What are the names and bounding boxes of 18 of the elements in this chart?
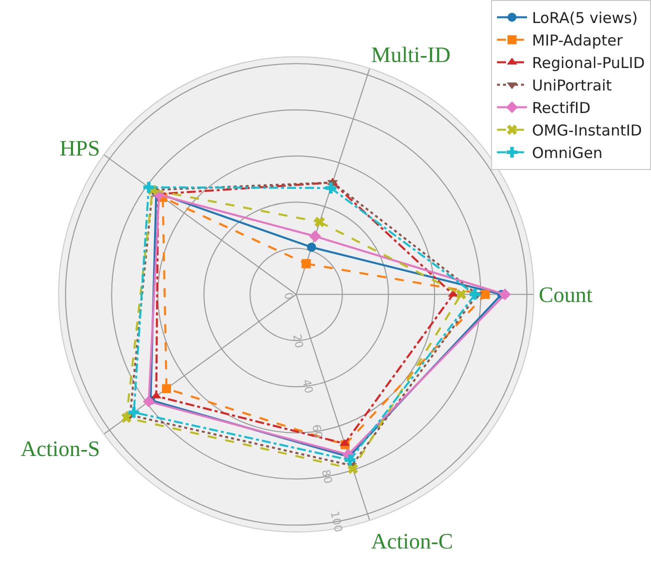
legend-label: OmniGen [532, 144, 602, 162]
y-tick-label: 100 [328, 510, 345, 534]
spoke-label: Action-C [371, 528, 454, 554]
legend-label: RectifID [532, 99, 591, 118]
y-tick-label: 80 [318, 468, 335, 485]
spoke-label: HPS [60, 136, 100, 161]
legend-label: MIP-Adapter [532, 32, 624, 50]
y-tick-label: 60 [309, 423, 325, 440]
y-tick-label: 20 [290, 333, 306, 350]
spoke-label: Count [538, 282, 593, 308]
spoke-label: Multi-ID [371, 42, 451, 67]
legend-label: LoRA(5 views) [532, 9, 638, 28]
y-tick-label: 0 [281, 291, 296, 301]
legend-label: UniPortrait [532, 76, 612, 95]
y-tick-label: 40 [300, 378, 316, 395]
legend-label: OMG-InstantID [532, 122, 642, 140]
legend-label: Regional-PuLID [532, 54, 645, 72]
spoke-label: Action-S [20, 436, 100, 462]
